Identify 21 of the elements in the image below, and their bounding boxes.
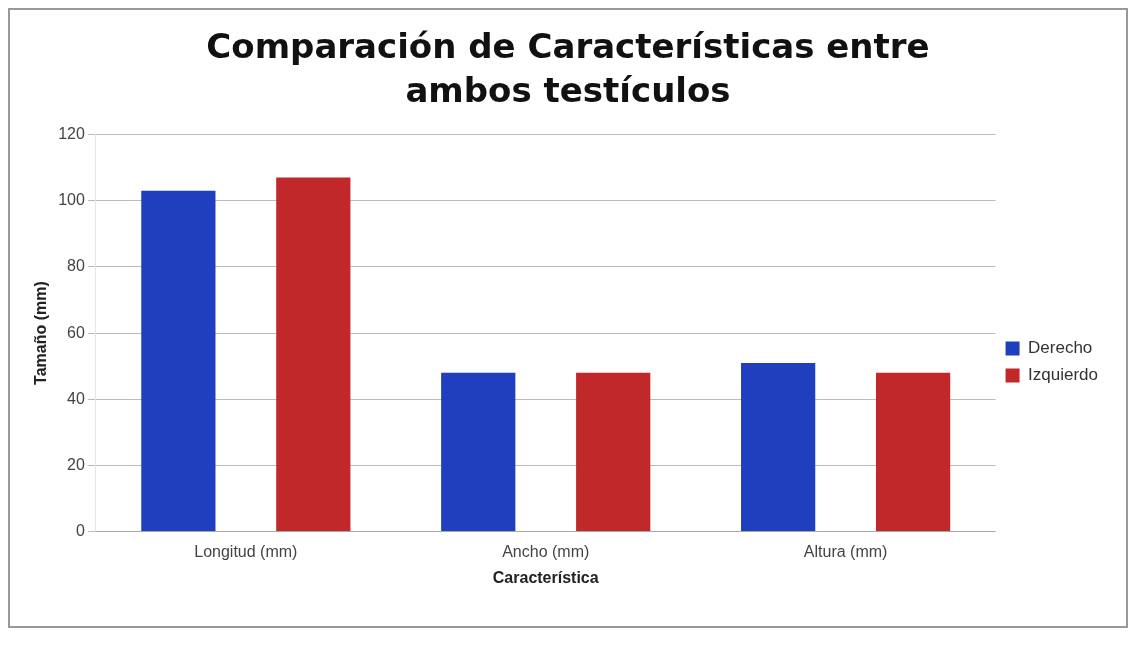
x-tick-label: Ancho (mm) xyxy=(502,542,590,560)
legend-label: Izquierdo xyxy=(1028,365,1098,385)
y-tick-label: 80 xyxy=(67,257,85,275)
bar xyxy=(276,177,351,532)
y-tick-label: 0 xyxy=(75,522,85,540)
y-tick-label: 20 xyxy=(67,456,85,474)
y-tick-label: 60 xyxy=(67,323,85,341)
y-tick-label: 40 xyxy=(67,390,85,408)
x-axis-title: Característica xyxy=(492,569,599,587)
bar xyxy=(875,373,951,532)
chart-title: Comparación de Características entre ambos testículos xyxy=(205,25,931,113)
legend-label: Derecho xyxy=(1028,338,1093,358)
bar xyxy=(141,191,216,532)
x-tick-label: Longitud (mm) xyxy=(194,542,298,560)
y-axis-title: Tamaño (mm) xyxy=(32,281,50,386)
y-tick-label: 120 xyxy=(58,125,85,143)
bar xyxy=(441,373,516,532)
x-tick-label: Altura (mm) xyxy=(803,542,888,560)
y-tick-label: 100 xyxy=(58,191,85,209)
bar xyxy=(576,373,651,532)
bar xyxy=(741,363,816,532)
